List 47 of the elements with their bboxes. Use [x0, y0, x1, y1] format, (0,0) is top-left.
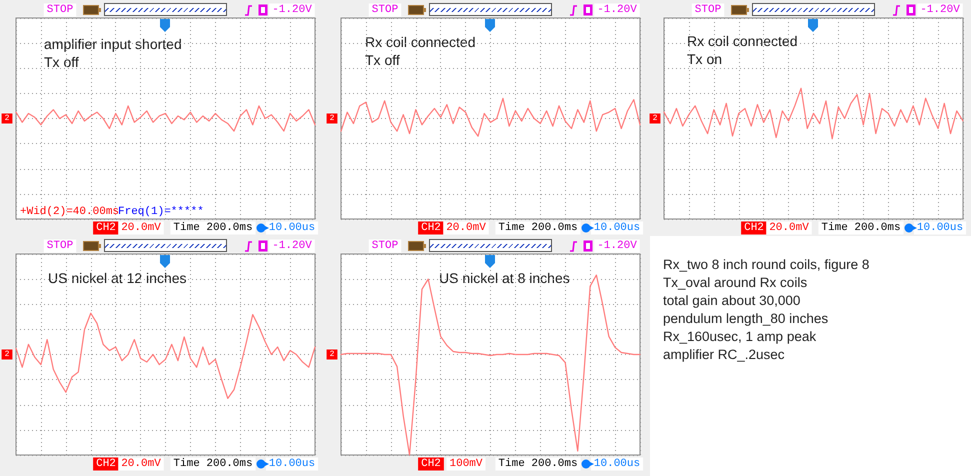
text: -1.20V [597, 4, 638, 16]
text: -1.20V [920, 4, 960, 16]
text: Rx_two 8 inch round coils, figure 8 [663, 256, 870, 274]
text: 10.00us [268, 458, 316, 470]
text: STOP [694, 4, 722, 16]
text: STOP [46, 240, 74, 252]
text: 2 [652, 114, 658, 123]
text: Time 200.0ms [498, 222, 578, 234]
text: Time 200.0ms [821, 222, 901, 234]
chart-title: Rx coil connected [687, 33, 798, 49]
chart-subtitle: Tx off [44, 54, 79, 70]
text: CH2 [744, 222, 764, 234]
text: CH2 [421, 222, 441, 234]
text: 10.00us [268, 222, 316, 234]
text: pendulum length_80 inches [663, 310, 830, 328]
text: Tx_oval around Rx coils [663, 274, 808, 292]
text: 10.00us [594, 222, 640, 234]
text: 10.00us [916, 222, 964, 234]
text: -1.20V [597, 240, 638, 252]
text: STOP [372, 4, 399, 16]
text: -1.20V [272, 4, 312, 16]
text: CH2 [96, 458, 116, 470]
text: Time 200.0ms [498, 458, 578, 470]
text: 10.00us [594, 458, 640, 470]
text: -1.20V [272, 240, 312, 252]
text: 20.0mV [121, 458, 162, 470]
text: 2 [4, 350, 10, 359]
text: CH2 [421, 458, 441, 470]
text: Freq(1)=***** [118, 206, 204, 218]
text: Rx_160usec, 1 amp peak [663, 328, 818, 346]
text: 20.0mV [769, 222, 810, 234]
text: STOP [372, 240, 399, 252]
text: Time 200.0ms [173, 458, 253, 470]
text: CH2 [96, 222, 116, 234]
text: amplifier RC_.2usec [663, 346, 786, 364]
chart-subtitle: Tx off [365, 52, 400, 68]
text: 100mV [449, 458, 483, 470]
text: Time 200.0ms [173, 222, 253, 234]
text: 2 [330, 114, 335, 123]
text: total gain about 30,000 [663, 292, 802, 310]
text: 20.0mV [446, 222, 486, 234]
chart-subtitle: Tx on [687, 51, 722, 67]
text: 2 [4, 114, 10, 123]
text: 2 [330, 350, 335, 359]
text: +Wid(2)=40.00ms [20, 206, 120, 218]
text: 20.0mV [121, 222, 162, 234]
text: STOP [46, 4, 74, 16]
